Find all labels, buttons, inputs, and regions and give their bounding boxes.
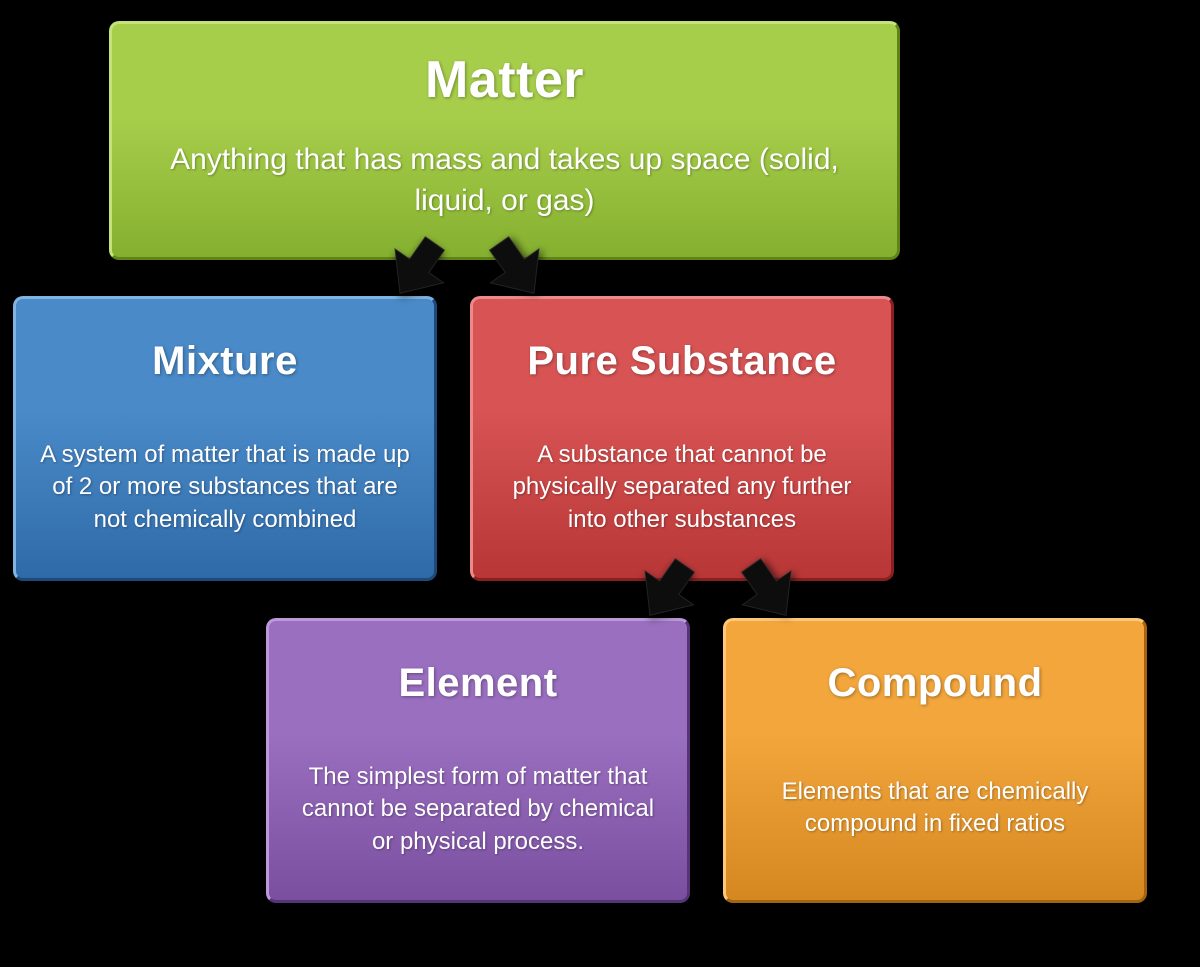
pure-substance-desc: A substance that cannot be physically se… <box>497 439 867 536</box>
element-desc: The simplest form of matter that cannot … <box>293 761 663 858</box>
matter-title: Matter <box>136 50 873 110</box>
matter-desc: Anything that has mass and takes up spac… <box>136 140 873 221</box>
compound-title: Compound <box>750 661 1120 706</box>
element-box: Element The simplest form of matter that… <box>266 618 690 903</box>
compound-desc: Elements that are chemically compound in… <box>750 776 1120 841</box>
pure-substance-box: Pure Substance A substance that cannot b… <box>470 296 894 581</box>
element-title: Element <box>293 661 663 706</box>
mixture-desc: A system of matter that is made up of 2 … <box>40 439 410 536</box>
matter-box: Matter Anything that has mass and takes … <box>109 21 900 260</box>
mixture-box: Mixture A system of matter that is made … <box>13 296 437 581</box>
mixture-title: Mixture <box>40 339 410 384</box>
compound-box: Compound Elements that are chemically co… <box>723 618 1147 903</box>
pure-substance-title: Pure Substance <box>497 339 867 384</box>
